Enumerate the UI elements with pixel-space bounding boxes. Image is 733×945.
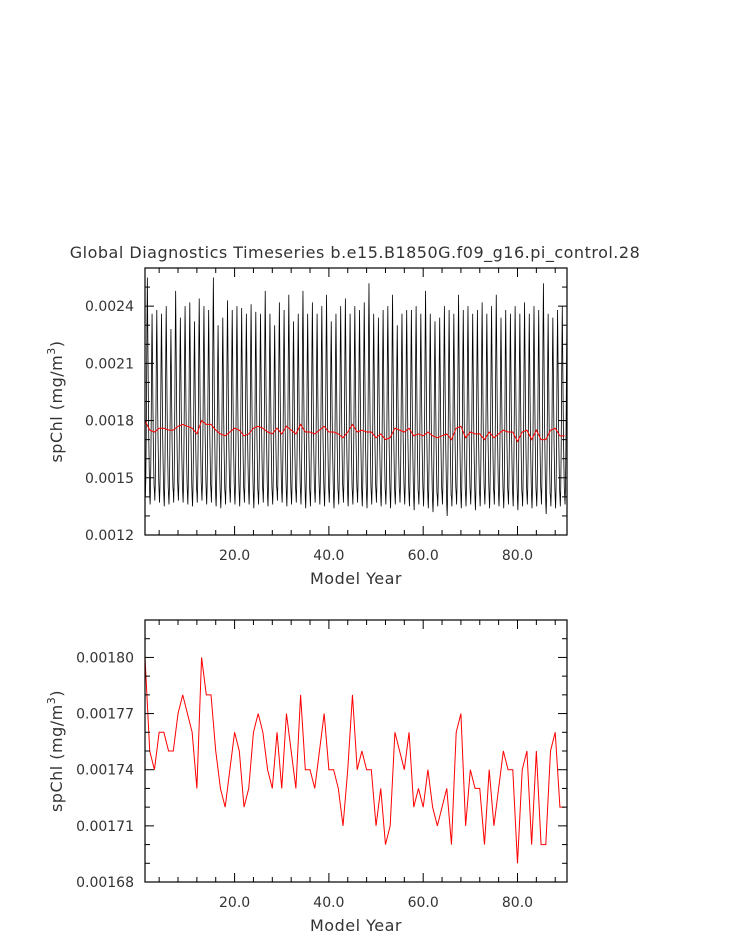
x-tick-label: 80.0 [502, 548, 533, 564]
y-tick-label: 0.0012 [85, 528, 134, 544]
y-axis-label-sup: 3 [45, 697, 58, 705]
y-axis-label-close: ) [47, 690, 66, 697]
series-line-annual-mean [145, 419, 565, 443]
y-tick-label: 0.0015 [85, 471, 134, 487]
figure-title: Global Diagnostics Timeseries b.e15.B185… [70, 243, 641, 263]
y-tick-label: 0.0021 [85, 356, 134, 372]
y-tick-label: 0.0018 [85, 414, 134, 430]
panel-bottom-annual: 20.0 40.0 60.0 80.0 0.00168 0.00171 0.00174 0.0… [45, 619, 568, 935]
y-tick-label: 0.00180 [76, 650, 134, 666]
x-tick-label: 20.0 [219, 548, 250, 564]
y-axis-label-close: ) [47, 340, 66, 347]
x-axis-label: Model Year [310, 916, 402, 935]
y-axis-label-base: spChl (mg/m [47, 704, 66, 812]
x-tick-label: 40.0 [313, 895, 344, 911]
x-tick-label: 60.0 [408, 548, 439, 564]
y-tick-label: 0.00171 [76, 819, 134, 835]
y-axis-label: spChl (mg/m3) [45, 340, 66, 462]
panel-top-monthly: 20.0 40.0 60.0 80.0 0.0012 0.0015 0.0018 0.0021… [45, 267, 568, 588]
x-tick-label: 80.0 [502, 895, 533, 911]
series-line-annual-mean [145, 657, 565, 864]
y-axis-label: spChl (mg/m3) [45, 690, 66, 812]
series-line-monthly [145, 277, 567, 516]
y-tick-label: 0.00174 [76, 763, 134, 779]
x-axis-label: Model Year [310, 569, 402, 588]
x-tick-label: 60.0 [408, 895, 439, 911]
y-axis-label-base: spChl (mg/m [47, 355, 66, 463]
y-tick-label: 0.00168 [76, 875, 134, 891]
x-tick-label: 20.0 [219, 895, 250, 911]
y-tick-label: 0.0024 [85, 299, 134, 315]
y-tick-label: 0.00177 [76, 707, 134, 723]
y-axis-label-sup: 3 [45, 347, 58, 355]
x-tick-label: 40.0 [313, 548, 344, 564]
